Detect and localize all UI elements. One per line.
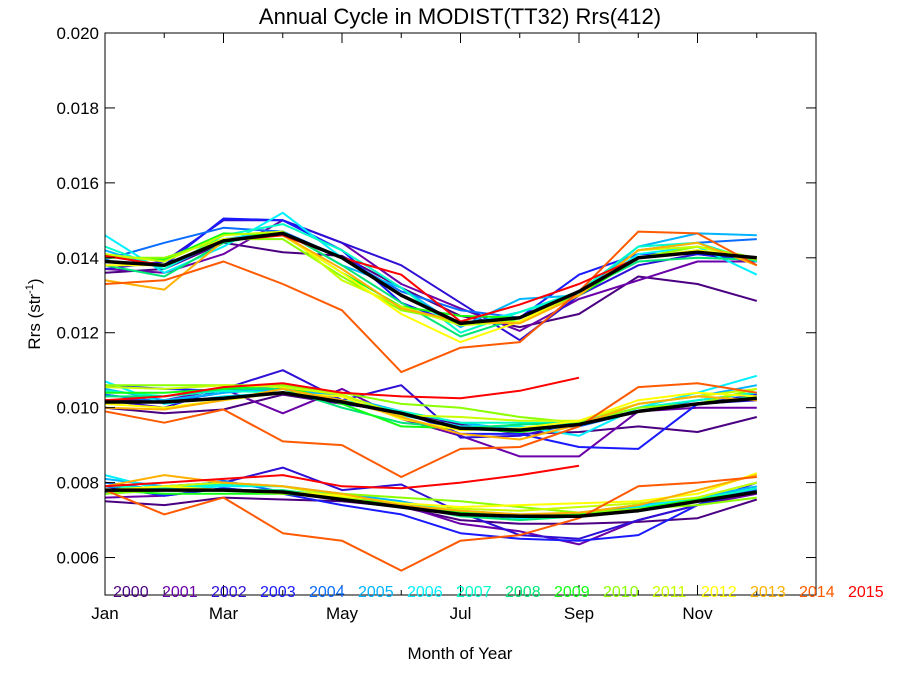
y-tick-label: 0.018: [56, 99, 99, 118]
legend-item-2002: 2002: [211, 584, 247, 601]
y-tick-label: 0.016: [56, 174, 99, 193]
x-tick-label: Jul: [450, 604, 472, 623]
legend-item-2010: 2010: [603, 584, 639, 601]
y-axis-label: Rrs (str-1): [24, 278, 44, 349]
legend: 2000 2001 2002 2003 2004 2005 2006 2007 2008 2009…: [113, 584, 884, 601]
series-line-upper-2013: [104, 234, 758, 325]
y-tick-label: 0.014: [56, 249, 99, 268]
y-axis: 0.006 0.008 0.010 0.012 0.014 0.016 0.018 0.020: [56, 24, 816, 568]
y-axis-label-close: ): [25, 278, 44, 284]
climatology-line-middle: [105, 390, 757, 432]
series-line-lower-2014: [104, 476, 757, 572]
legend-item-2008: 2008: [505, 584, 541, 601]
climatology-layer: [104, 231, 758, 519]
legend-item-2005: 2005: [358, 584, 394, 601]
legend-item-2001: 2001: [162, 584, 198, 601]
y-axis-label-superscript: -1: [24, 284, 36, 294]
x-tick-label: Nov: [682, 604, 713, 623]
legend-item-2004: 2004: [309, 584, 345, 601]
x-axis: Jan Mar May Jul Sep Nov: [91, 33, 817, 623]
y-axis-label-main: Rrs (str: [25, 294, 44, 350]
legend-item-2003: 2003: [260, 584, 296, 601]
series-line-middle-2014: [104, 382, 757, 478]
legend-item-2013: 2013: [750, 584, 786, 601]
series-line-middle-2013: [104, 387, 757, 441]
chart-title: Annual Cycle in MODIST(TT32) Rrs(412): [259, 4, 661, 29]
series-line-lower-2013: [104, 474, 758, 516]
series-line-lower-2015: [104, 464, 580, 490]
series-line-upper-2014: [104, 230, 758, 374]
y-tick-label: 0.006: [56, 549, 99, 568]
legend-item-2007: 2007: [456, 584, 492, 601]
legend-item-2009: 2009: [554, 584, 590, 601]
y-tick-label: 0.008: [56, 474, 99, 493]
legend-item-2014: 2014: [799, 584, 835, 601]
legend-item-2000: 2000: [113, 584, 149, 601]
series-line-middle-2015: [104, 376, 580, 402]
x-tick-label: Jan: [91, 604, 118, 623]
series-line-upper-2001: [104, 219, 757, 332]
y-tick-label: 0.020: [56, 24, 99, 43]
y-tick-label: 0.010: [56, 399, 99, 418]
plot-area: [104, 32, 817, 596]
x-tick-label: Mar: [209, 604, 239, 623]
x-tick-label: Sep: [564, 604, 594, 623]
x-axis-label: Month of Year: [408, 644, 513, 663]
x-tick-label: May: [326, 604, 359, 623]
climatology-line-upper: [104, 231, 757, 326]
climatology-line-lower: [105, 488, 758, 519]
y-tick-label: 0.012: [56, 324, 99, 343]
legend-item-2012: 2012: [701, 584, 737, 601]
legend-item-2015: 2015: [848, 584, 884, 601]
legend-item-2011: 2011: [652, 584, 687, 601]
legend-item-2006: 2006: [407, 584, 443, 601]
